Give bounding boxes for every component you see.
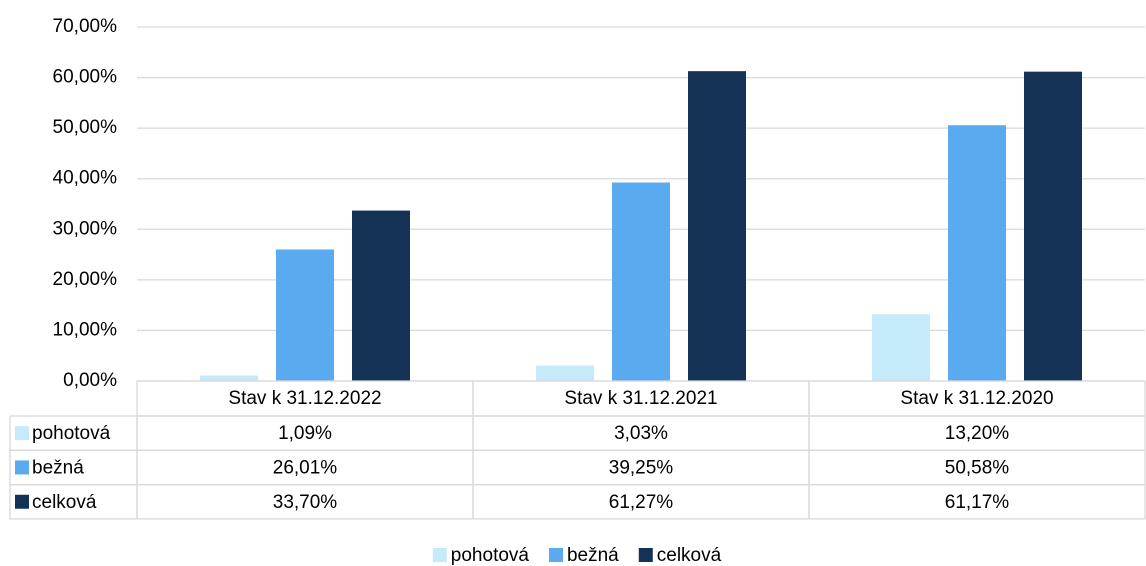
bar	[1024, 71, 1082, 381]
legend-key	[15, 426, 29, 441]
legend-label: pohotová	[451, 545, 530, 566]
y-tick-label: 20,00%	[53, 269, 118, 290]
table-row-label: celková	[32, 492, 97, 513]
table-value: 3,03%	[614, 423, 668, 444]
legend-item: celková	[638, 545, 722, 566]
table-value: 1,09%	[278, 423, 332, 444]
y-tick-label: 30,00%	[53, 218, 118, 239]
table-value: 50,58%	[945, 457, 1010, 478]
bar	[612, 182, 670, 381]
y-tick-label: 0,00%	[63, 370, 117, 391]
y-tick-label: 70,00%	[53, 16, 118, 37]
legend-label: celková	[657, 545, 722, 566]
y-tick-label: 40,00%	[53, 168, 118, 189]
y-tick-label: 50,00%	[53, 117, 118, 138]
legend-key	[548, 548, 563, 562]
bar	[688, 71, 746, 381]
table-row-label: bežná	[32, 457, 84, 478]
y-tick-label: 60,00%	[53, 67, 118, 88]
table-value: 39,25%	[609, 457, 674, 478]
table-row-label: pohotová	[32, 423, 111, 444]
bar	[536, 365, 594, 381]
legend-key	[638, 548, 653, 562]
legend-label: bežná	[567, 545, 619, 566]
bar	[948, 125, 1006, 381]
y-tick-label: 10,00%	[53, 319, 118, 340]
table-value: 13,20%	[945, 423, 1010, 444]
legend-item: bežná	[548, 545, 619, 566]
table-cell	[808, 483, 1146, 520]
table-value: 33,70%	[273, 492, 338, 513]
x-tick-label: Stav k 31.12.2021	[564, 388, 717, 409]
bar	[352, 210, 410, 381]
bar	[872, 314, 930, 381]
legend-item: pohotová	[432, 545, 530, 566]
x-tick-label: Stav k 31.12.2020	[900, 388, 1053, 409]
bar	[200, 375, 258, 381]
legend-key	[432, 548, 447, 562]
bar	[276, 249, 334, 381]
x-tick-label: Stav k 31.12.2022	[228, 388, 381, 409]
table-value: 61,17%	[945, 492, 1010, 513]
legend-key	[15, 494, 29, 509]
table-value: 26,01%	[273, 457, 338, 478]
table-value: 61,27%	[609, 492, 674, 513]
legend-key	[15, 460, 29, 475]
